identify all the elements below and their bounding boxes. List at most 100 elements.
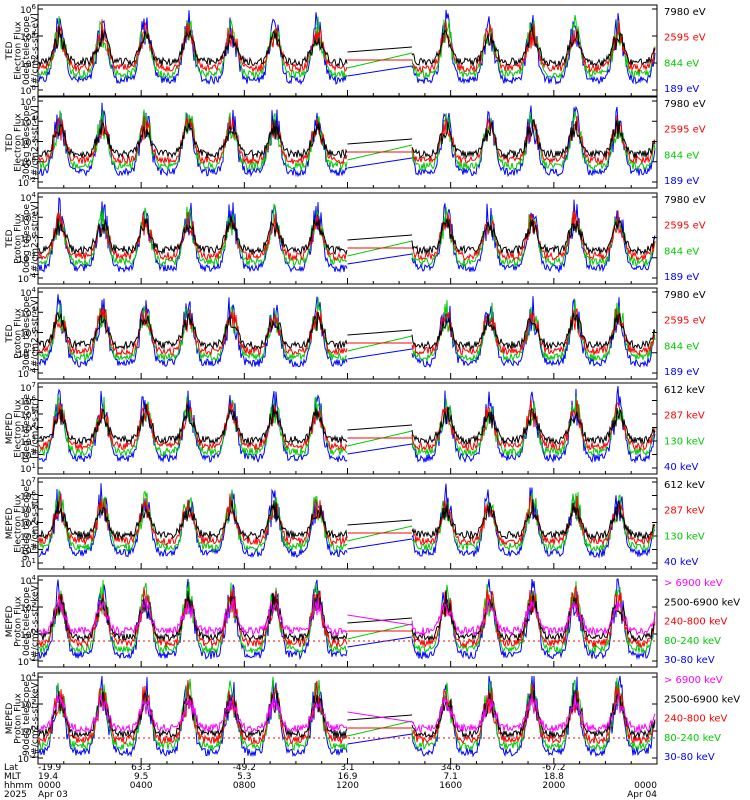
gap-connector: [347, 636, 413, 648]
gap-connector: [347, 234, 413, 241]
legend-entry: 287 keV: [664, 506, 705, 517]
x-tick-label-mlt: 19.4: [38, 772, 58, 782]
y-tick-label: 102: [20, 57, 36, 70]
gap-connector: [347, 348, 413, 360]
y-tick-label: 106: [20, 95, 36, 108]
legend-entry: 80-240 keV: [664, 636, 721, 647]
gap-connector: [347, 138, 413, 145]
y-tick-label: 102: [20, 136, 36, 149]
gap-connector: [347, 614, 413, 626]
gap-connector: [347, 329, 413, 336]
x-tick-label-hhmm: 0800: [233, 781, 256, 791]
y-tick-label: 104: [20, 422, 36, 435]
legend-entry: 844 eV: [664, 58, 699, 69]
x-tick-label-hhmm: 1600: [439, 781, 462, 791]
legend-entry: 189 eV: [664, 272, 699, 283]
y-tick-label: 104: [20, 30, 36, 43]
y-tick-label: 101: [20, 557, 36, 570]
legend-entry: 189 eV: [664, 176, 699, 187]
x-tick-label-lat: 63.3: [131, 763, 151, 773]
series-trace: [38, 596, 656, 637]
y-tick-label: 100: [20, 327, 36, 340]
legend-entry: 2500-6900 keV: [664, 597, 740, 608]
x-row-label: Lat: [4, 763, 19, 773]
legend-entry: 240-800 keV: [664, 617, 728, 628]
gap-connector: [347, 424, 413, 431]
series-trace: [38, 311, 656, 351]
y-tick-label: 107: [20, 381, 36, 394]
y-tick-label: 104: [20, 286, 36, 299]
legend-entry: 2595 eV: [664, 33, 706, 44]
legend-entry: 612 keV: [664, 385, 705, 396]
y-tick-label: 103: [20, 435, 36, 448]
legend-entry: 2595 eV: [664, 316, 706, 327]
x-row-label: 2025: [4, 790, 27, 800]
legend-entry: 80-240 keV: [664, 733, 721, 744]
x-tick-label-lat: -49.2: [233, 763, 256, 773]
x-tick-label-mlt: 18.8: [544, 772, 564, 782]
y-axis-label: MEPEDElectron Flux0deg telescope[#/cm2-s…: [5, 394, 41, 464]
legend-entry: 7980 eV: [664, 7, 706, 18]
y-tick-label: 102: [20, 544, 36, 557]
gap-connector: [347, 253, 413, 265]
y-tick-label: 103: [20, 530, 36, 543]
y-tick-label: 10-2: [18, 176, 36, 189]
y-tick-label: 100: [20, 628, 36, 641]
legend-entry: 240-800 keV: [664, 714, 728, 725]
legend-entry: 612 keV: [664, 480, 705, 491]
y-tick-label: 102: [20, 698, 36, 711]
y-axis-label: MEPEDProton Flux90deg telescope[#/cm2-s-…: [5, 679, 41, 758]
legend-entry: 844 eV: [664, 150, 699, 161]
x-tick-label-mlt: 7.1: [444, 772, 458, 782]
gap-connector: [347, 538, 413, 550]
legend-entry: 7980 eV: [664, 290, 706, 301]
legend-entry: 189 eV: [664, 84, 699, 95]
x-tick-label-hhmm: 1200: [336, 781, 359, 791]
legend-entry: 30-80 keV: [664, 752, 715, 763]
legend-entry: 189 eV: [664, 367, 699, 378]
y-tick-label: 105: [20, 503, 36, 516]
y-tick-label: 104: [20, 115, 36, 128]
gap-connector: [347, 733, 413, 745]
y-tick-label: 10-2: [18, 347, 36, 360]
series-trace: [38, 19, 656, 74]
y-tick-label: 104: [20, 671, 36, 684]
x-tick-label-lat: -67.2: [542, 763, 565, 773]
gap-connector: [347, 519, 413, 526]
x-row-label: MLT: [4, 772, 22, 782]
y-axis-label: TEDElectron Flux30deg telescope[#/cm2-s-…: [5, 105, 41, 180]
legend-entry: 130 keV: [664, 531, 705, 542]
x-tick-label-hhmm: 0000: [634, 781, 657, 791]
x-tick-label-date: Apr 03: [38, 790, 68, 800]
y-tick-label: 107: [20, 476, 36, 489]
legend-entry: 7980 eV: [664, 99, 706, 110]
x-tick-label-mlt: 9.5: [134, 772, 148, 782]
series-trace: [38, 403, 656, 446]
x-tick-label-lat: 3.1: [340, 763, 354, 773]
legend-entry: 7980 eV: [664, 195, 706, 206]
y-tick-label: 102: [20, 449, 36, 462]
legend-entry: > 6900 keV: [664, 578, 723, 589]
y-axis-label: TEDProton Flux0deg telescope[#/cm2-s-str…: [5, 201, 41, 276]
series-trace: [38, 215, 656, 256]
y-tick-label: 106: [20, 395, 36, 408]
legend-entry: 844 eV: [664, 341, 699, 352]
y-tick-label: 100: [20, 84, 36, 97]
x-row-label: hhmm: [4, 781, 33, 791]
y-tick-label: 10-4: [18, 272, 37, 285]
x-tick-label-hhmm: 0000: [38, 781, 61, 791]
y-axis-label: MEPEDElectron Flux90deg telescope[#/cm2-…: [5, 486, 41, 561]
x-tick-label-lat: -19.9: [38, 763, 62, 773]
legend-entry: 40 keV: [664, 462, 698, 473]
y-tick-label: 10-2: [18, 655, 36, 668]
y-tick-label: 102: [20, 211, 36, 224]
